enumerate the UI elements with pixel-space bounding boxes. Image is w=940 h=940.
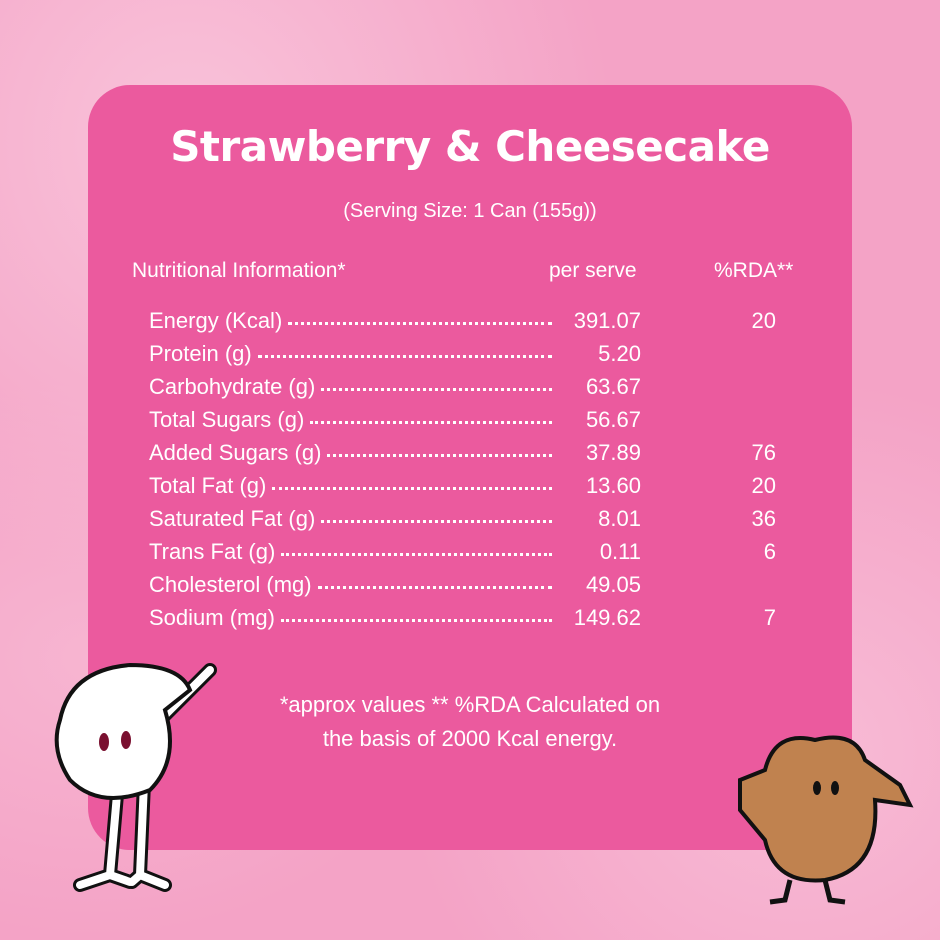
nutrient-name: Added Sugars (g) [149, 440, 322, 465]
title: Strawberry & Cheesecake [170, 122, 770, 171]
nutrient-name: Total Sugars (g) [149, 407, 305, 432]
nutrient-row: Carbohydrate (g) [149, 374, 552, 404]
per-serve-value: 5.20 [598, 341, 641, 366]
leader-dots [257, 355, 552, 358]
nutrient-name: Cholesterol (mg) [149, 572, 312, 597]
per-serve-value: 391.07 [573, 308, 641, 333]
footnote-line: the basis of 2000 Kcal energy. [322, 726, 618, 751]
nutrient-row: Saturated Fat (g) [149, 506, 552, 536]
per-serve-value: 0.11 [599, 539, 641, 564]
leader-dots [317, 586, 552, 589]
leader-dots [272, 487, 552, 490]
card [88, 85, 852, 850]
brown-character [738, 735, 914, 905]
per-serve-value: 13.60 [585, 473, 641, 498]
leader-dots [321, 388, 552, 391]
leader-dots [288, 322, 552, 325]
per-serve-value: 8.01 [598, 506, 641, 531]
header: %RDA** [714, 259, 794, 282]
per-serve-value: 49.05 [585, 572, 641, 597]
nutrient-row: Sodium (mg) [149, 605, 552, 635]
header: Nutritional Information* [132, 259, 346, 282]
nutrient-row: Total Fat (g) [149, 473, 552, 503]
nutrient-row: Energy (Kcal) [149, 308, 552, 338]
nutrient-row: Trans Fat (g) [149, 539, 552, 569]
nutrient-row: Cholesterol (mg) [149, 572, 552, 602]
rda-value: 36 [751, 506, 776, 531]
leader-dots [281, 553, 552, 556]
nutrient-row: Protein (g) [149, 341, 552, 371]
per-serve-value: 63.67 [585, 374, 641, 399]
nutrient-name: Saturated Fat (g) [149, 506, 316, 531]
nutrient-name: Protein (g) [149, 341, 252, 366]
rda-value: 20 [751, 473, 776, 498]
footnote-line: *approx values ** %RDA Calculated on [279, 692, 661, 717]
leader-dots [280, 619, 552, 622]
rda-value: 76 [751, 440, 776, 465]
nutrient-row: Added Sugars (g) [149, 440, 552, 470]
header: per serve [549, 259, 637, 282]
nutrient-name: Trans Fat (g) [149, 539, 276, 564]
white-character [54, 662, 217, 892]
serving-size: (Serving Size: 1 Can (155g)) [343, 200, 597, 222]
nutrient-name: Total Fat (g) [149, 473, 267, 498]
nutrient-name: Carbohydrate (g) [149, 374, 316, 399]
leader-dots [321, 520, 552, 523]
nutrient-row: Total Sugars (g) [149, 407, 552, 437]
rda-value: 6 [763, 539, 776, 564]
leader-dots [327, 454, 552, 457]
nutrient-name: Sodium (mg) [149, 605, 275, 630]
leader-dots [310, 421, 552, 424]
per-serve-value: 56.67 [585, 407, 641, 432]
rda-value: 20 [751, 308, 776, 333]
per-serve-value: 149.62 [573, 605, 641, 630]
rda-value: 7 [763, 605, 776, 630]
nutrient-name: Energy (Kcal) [149, 308, 283, 333]
footnote: *approx values ** %RDA Calculated on the… [0, 688, 940, 756]
per-serve-value: 37.89 [585, 440, 641, 465]
